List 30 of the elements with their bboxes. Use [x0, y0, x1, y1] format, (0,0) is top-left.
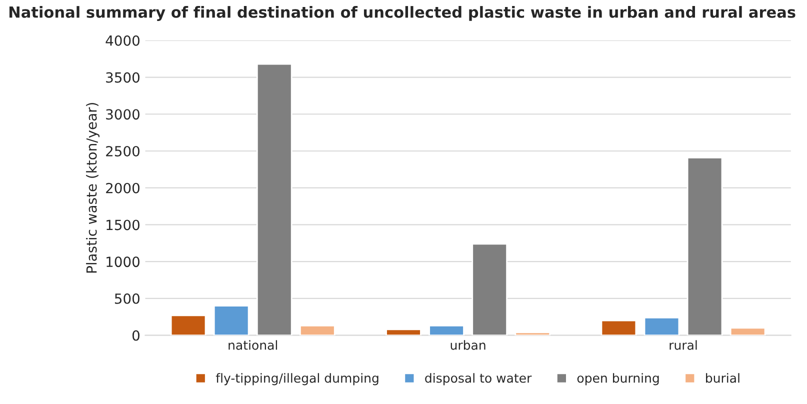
y-tick-label: 2000 — [106, 182, 140, 194]
bar — [644, 316, 680, 336]
y-tick-label: 4000 — [106, 35, 140, 46]
legend-label: burial — [706, 373, 740, 383]
y-tick-label: 1000 — [106, 256, 140, 268]
bar — [472, 243, 508, 336]
legend-label: disposal to water — [425, 373, 532, 386]
bar — [170, 314, 206, 336]
x-tick-label: urban — [450, 340, 486, 350]
y-tick-label: 3000 — [106, 109, 140, 120]
bar — [386, 328, 422, 336]
y-tick-label: 500 — [114, 293, 140, 304]
bar — [686, 156, 723, 336]
x-tick-label: national — [228, 340, 278, 350]
y-tick-label: 3500 — [106, 72, 140, 83]
x-tick-label: rural — [670, 340, 697, 350]
legend-label: open burning — [577, 373, 659, 386]
bar — [256, 63, 292, 336]
chart-title: National summary of final destination of uncollected plastic waste in urban and rural areas — [9, 6, 796, 21]
legend-label: fly-tipping/illegal dumping — [216, 373, 378, 386]
bar — [730, 327, 766, 336]
bar — [213, 305, 250, 336]
bar — [428, 325, 464, 336]
y-tick-label: 2500 — [106, 146, 140, 156]
bar — [300, 325, 336, 336]
y-tick-label: 0 — [132, 330, 140, 341]
bar — [514, 332, 551, 336]
y-tick-label: 1500 — [106, 220, 140, 230]
bar — [600, 320, 637, 336]
y-axis-title: Plastic waste (kton/year) — [86, 102, 100, 273]
